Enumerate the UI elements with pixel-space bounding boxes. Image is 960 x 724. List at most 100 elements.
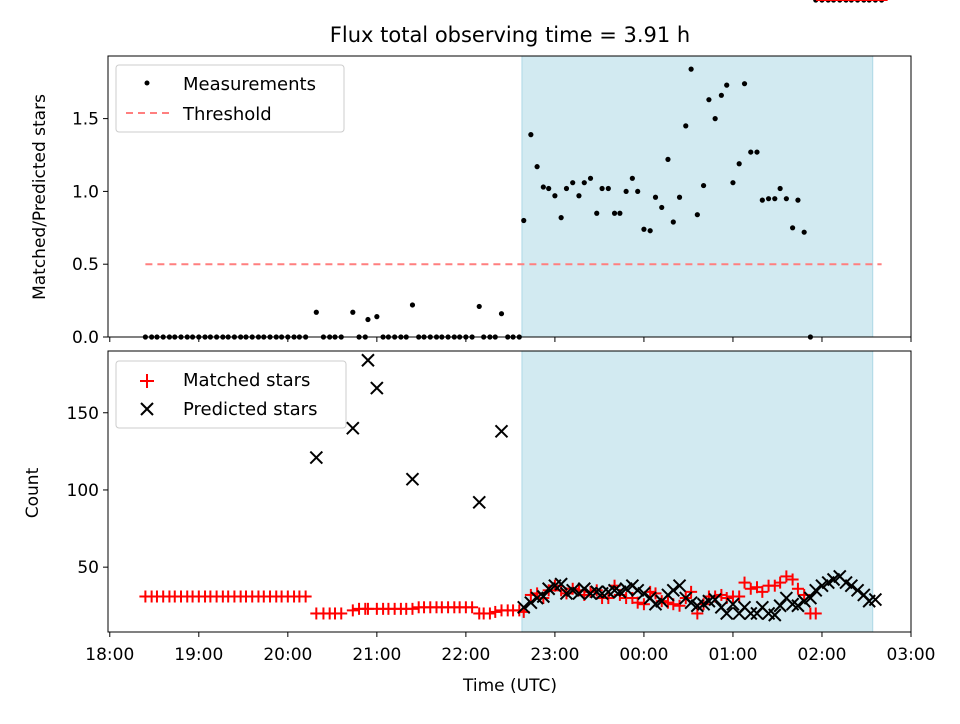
matched-stars-point (406, 602, 419, 615)
measurements-point (629, 175, 635, 181)
predicted-stars-point (361, 353, 375, 367)
measurements-point (611, 210, 618, 216)
x-tick-label: 23:00 (530, 645, 579, 665)
measurements-point (748, 149, 754, 155)
predicted-stars-point (494, 424, 509, 438)
legend-marker-measurements (144, 80, 150, 86)
matched-stars-point (791, 582, 804, 595)
y-tick-label: 50 (77, 558, 99, 578)
measurements-point (730, 180, 736, 186)
top-panel: 0.0 0.5 1.0 1.5 Matched/Predicted stars Mea… (30, 0, 912, 348)
top-ytick-layer: 0.0 0.5 1.0 1.5 (72, 110, 108, 348)
measurements-point (765, 196, 772, 202)
matched-stars-point (466, 601, 479, 614)
measurements-point (498, 311, 505, 317)
measurements-point (777, 185, 783, 192)
measurements-point (676, 194, 683, 200)
y-tick-label: 0.5 (72, 255, 99, 275)
measurements-point (783, 196, 789, 202)
measurements-point (736, 161, 742, 167)
bottom-xtick-layer: 18:00 19:00 20:00 21:00 22:00 23:00 00:00 01:00… (85, 632, 936, 665)
predicted-stars-point (744, 606, 758, 621)
predicted-stars-point (768, 608, 782, 622)
measurements-point (374, 314, 380, 320)
measurements-point (409, 302, 416, 308)
measurements-point (570, 180, 576, 186)
measurements-point (617, 210, 623, 216)
x-tick-label: 02:00 (797, 645, 846, 665)
x-tick-label: 18:00 (85, 645, 134, 665)
measurements-point (350, 309, 356, 315)
predicted-stars-point (536, 589, 551, 604)
bottom-mark-layer (139, 0, 888, 622)
bottom-plot-frame (107, 350, 912, 633)
predicted-stars-point (309, 450, 324, 465)
measurements-point (546, 185, 552, 192)
measurements-point (694, 212, 700, 218)
top-legend-box (115, 64, 345, 133)
chart-title: Flux total observing time = 3.91 h (330, 23, 690, 47)
x-tick-label: 00:00 (619, 645, 668, 665)
measurements-point (652, 194, 659, 200)
measurements-point (741, 81, 748, 87)
matched-stars-point (809, 607, 822, 620)
matched-stars-point (756, 585, 769, 598)
x-axis-label: Time (UTC) (462, 676, 557, 696)
measurements-point (521, 217, 527, 224)
predicted-stars-point (517, 600, 531, 615)
bottom-ytick-layer: 50 100 150 (67, 404, 108, 578)
measurements-point (587, 175, 594, 181)
measurements-point (683, 123, 689, 129)
legend-marker-predicted-stars (140, 402, 154, 416)
measurements-point (712, 116, 718, 122)
matched-stars-point (786, 573, 799, 586)
predicted-stars-point (405, 472, 420, 486)
predicted-stars-point (577, 582, 591, 596)
measurements-point (795, 197, 801, 203)
legend-label-measurements: Measurements (183, 74, 316, 95)
measurements-point (641, 226, 647, 232)
measurements-point (706, 97, 712, 103)
measurements-point (534, 164, 540, 170)
predicted-stars-point (720, 606, 734, 621)
measurements-point (558, 215, 564, 221)
measurements-point (724, 82, 730, 88)
predicted-stars-point (791, 599, 805, 613)
matched-stars-point (738, 576, 751, 589)
measurements-point (540, 184, 546, 190)
measurements-point (623, 188, 629, 195)
matched-stars-point (489, 605, 502, 618)
measurements-point (647, 228, 653, 234)
bottom-legend: Matched stars Predicted stars (115, 360, 347, 429)
measurements-point (665, 156, 671, 162)
measurements-point (365, 316, 371, 323)
matched-stars-point (335, 607, 348, 620)
x-tick-label: 01:00 (708, 645, 757, 665)
measurements-point (670, 219, 676, 225)
matched-stars-point (346, 604, 359, 617)
measurements-point (528, 132, 534, 138)
y-tick-label: 100 (67, 481, 99, 501)
predicted-stars-point (637, 586, 651, 601)
predicted-stars-point (844, 578, 859, 593)
top-y-axis-label: Matched/Predicted stars (30, 94, 50, 300)
observing-window-span (521, 56, 873, 337)
predicted-stars-point (850, 583, 865, 598)
top-mark-layer (142, 0, 885, 340)
y-tick-label: 1.5 (72, 110, 99, 130)
y-tick-label: 1.0 (72, 182, 99, 202)
measurements-point (759, 197, 765, 203)
predicted-stars-point (803, 591, 818, 605)
predicted-stars-point (726, 597, 740, 611)
measurements-point (552, 193, 558, 199)
measurements-point (476, 303, 482, 310)
predicted-stars-point (672, 578, 687, 593)
predicted-stars-point (554, 577, 568, 591)
measurements-point (594, 210, 600, 216)
measurements-point (718, 92, 724, 98)
measurements-point (635, 188, 641, 195)
matched-stars-point (780, 570, 793, 583)
measurements-point (688, 66, 694, 72)
predicted-stars-point (472, 495, 486, 510)
legend-label-predicted-stars: Predicted stars (183, 399, 317, 420)
